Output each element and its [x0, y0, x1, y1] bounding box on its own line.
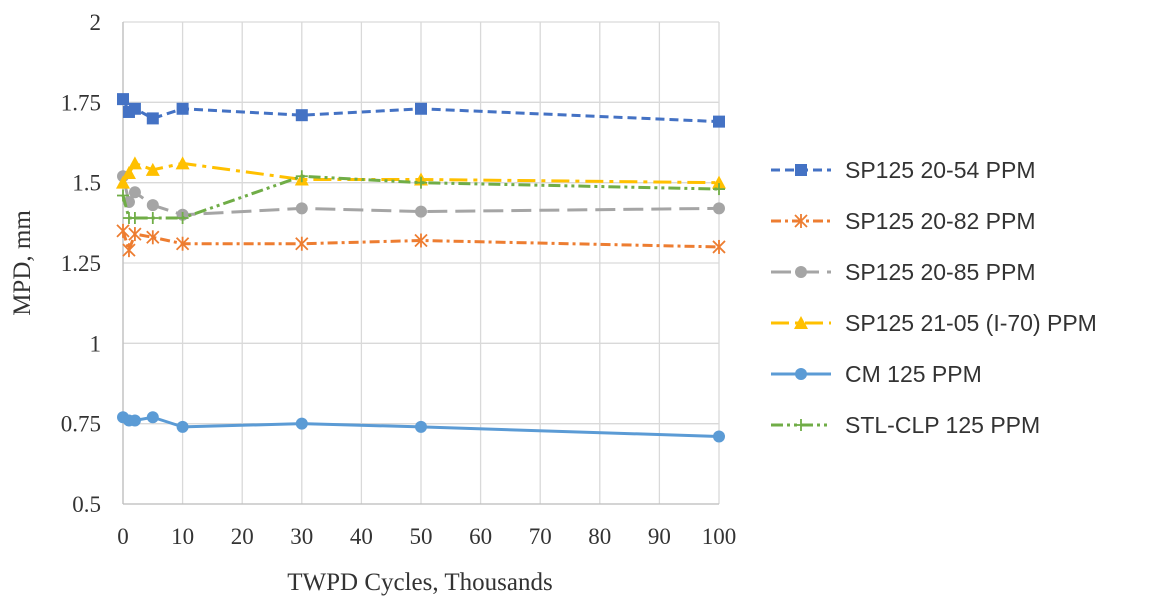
series-2 — [116, 223, 726, 258]
y-tick-label: 1.5 — [72, 171, 101, 196]
data-point — [116, 175, 130, 189]
legend-label: STL-CLP 125 PPM — [845, 412, 1040, 438]
x-axis-title: TWPD Cycles, Thousands — [287, 569, 553, 596]
data-point — [415, 420, 427, 433]
legend-marker — [794, 316, 808, 329]
data-point — [295, 236, 309, 251]
y-tick-label: 1.75 — [61, 90, 101, 115]
series-lines — [116, 93, 726, 443]
data-point — [713, 202, 725, 215]
data-point — [415, 205, 427, 218]
legend-marker — [795, 368, 807, 380]
data-point — [175, 236, 190, 251]
x-tick-label: 0 — [117, 524, 129, 549]
series-5 — [117, 411, 725, 443]
x-tick-label: 20 — [231, 524, 254, 549]
data-point — [127, 156, 142, 170]
legend-label: CM 125 PPM — [845, 361, 982, 387]
x-tick-label: 60 — [469, 524, 492, 549]
data-point — [116, 223, 130, 238]
legend-item: SP125 21-05 (I-70) PPM — [771, 310, 1097, 336]
data-point — [146, 112, 159, 125]
legend-item: STL-CLP 125 PPM — [771, 412, 1040, 438]
legend-item: CM 125 PPM — [771, 361, 982, 387]
legend-label: SP125 20-54 PPM — [845, 157, 1036, 183]
x-tick-label: 30 — [290, 524, 313, 549]
x-tick-label: 10 — [171, 524, 194, 549]
series-6 — [117, 170, 725, 225]
data-point — [295, 417, 308, 430]
data-point — [176, 102, 189, 115]
data-point — [146, 199, 159, 212]
series-line — [121, 230, 720, 252]
data-point — [175, 156, 190, 170]
series-1 — [117, 93, 725, 128]
legend-marker — [795, 419, 807, 431]
data-point — [414, 233, 428, 248]
data-point — [176, 420, 189, 433]
legend-item: SP125 20-82 PPM — [771, 208, 1036, 234]
x-tick-label: 100 — [702, 524, 737, 549]
y-tick-label: 0.5 — [72, 492, 101, 517]
y-tick-label: 0.75 — [61, 412, 101, 437]
x-tick-label: 90 — [648, 524, 671, 549]
data-point — [295, 202, 308, 215]
data-point — [121, 166, 136, 180]
legend-label: SP125 20-82 PPM — [845, 208, 1036, 234]
data-point — [128, 227, 142, 242]
x-tick-label: 70 — [529, 524, 552, 549]
data-point — [146, 212, 159, 225]
data-point — [117, 189, 129, 202]
legend-marker — [794, 214, 808, 228]
x-tick-label: 40 — [350, 524, 373, 549]
legend-marker — [795, 266, 807, 278]
legend-label: SP125 21-05 (I-70) PPM — [845, 310, 1097, 336]
data-point — [713, 430, 725, 443]
y-axis-title: MPD, mm — [9, 210, 36, 316]
data-point — [117, 93, 129, 106]
data-point — [713, 183, 725, 196]
data-point — [295, 109, 308, 122]
data-point — [146, 411, 159, 424]
y-tick-label: 1.25 — [61, 251, 101, 276]
data-point — [128, 212, 141, 225]
data-point — [415, 102, 427, 115]
y-tick-label: 1 — [90, 331, 102, 356]
data-point — [146, 230, 160, 245]
data-point — [145, 162, 160, 176]
data-point — [295, 170, 308, 183]
legend-label: SP125 20-85 PPM — [845, 259, 1036, 285]
x-tick-label: 80 — [588, 524, 611, 549]
data-point — [713, 115, 725, 128]
legend-item: SP125 20-85 PPM — [771, 259, 1036, 285]
data-point — [128, 414, 141, 427]
data-point — [712, 239, 726, 254]
y-tick-label: 2 — [90, 10, 102, 35]
data-point — [712, 175, 726, 189]
data-point — [128, 186, 141, 199]
data-point — [415, 176, 427, 189]
x-tick-label: 50 — [410, 524, 433, 549]
data-point — [122, 243, 136, 258]
data-point — [176, 212, 189, 225]
legend-marker — [795, 164, 807, 176]
legend: SP125 20-54 PPM SP125 20-82 PPM SP125 20-8… — [771, 157, 1097, 438]
data-point — [128, 102, 141, 115]
legend-item: SP125 20-54 PPM — [771, 157, 1036, 183]
